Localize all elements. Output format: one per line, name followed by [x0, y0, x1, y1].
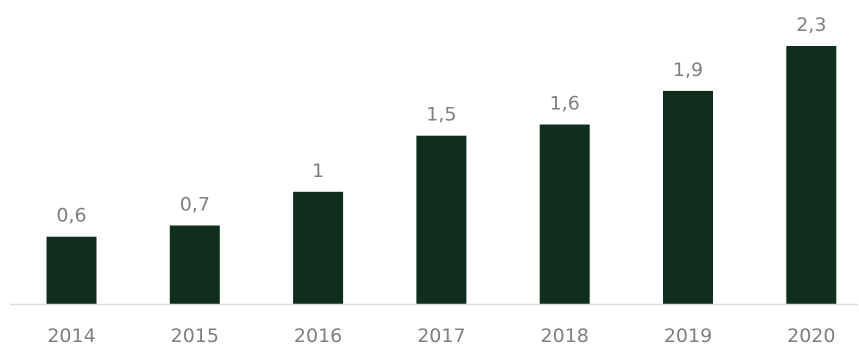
- bars-group: [46, 46, 837, 305]
- bar-2020: [786, 46, 837, 304]
- bar-2014: [46, 236, 97, 304]
- x-tick-label-2017: 2017: [417, 325, 465, 346]
- bar-2018: [539, 124, 590, 304]
- x-tick-label-2016: 2016: [294, 325, 342, 346]
- x-tick-label-2020: 2020: [787, 325, 835, 346]
- value-label-2015: 0,7: [180, 194, 210, 216]
- value-label-2016: 1: [312, 160, 324, 182]
- value-labels-group: 0,6 0,7 1 1,5 1,6 1,9 2,3: [56, 14, 826, 227]
- value-label-2017: 1,5: [426, 104, 456, 126]
- value-label-2014: 0,6: [56, 205, 86, 227]
- bar-2016: [293, 191, 344, 304]
- value-label-2020: 2,3: [796, 14, 826, 36]
- x-tick-label-2015: 2015: [171, 325, 219, 346]
- value-label-2018: 1,6: [550, 93, 580, 115]
- x-tick-label-2019: 2019: [664, 325, 712, 346]
- bar-2015: [169, 225, 220, 304]
- x-tick-label-2014: 2014: [47, 325, 95, 346]
- x-tick-label-2018: 2018: [541, 325, 589, 346]
- bar-2017: [416, 135, 467, 304]
- value-label-2019: 1,9: [673, 59, 703, 81]
- bar-2019: [663, 90, 713, 305]
- x-tick-labels-group: 2014 2015 2016 2017 2018 2019 2020: [47, 325, 835, 346]
